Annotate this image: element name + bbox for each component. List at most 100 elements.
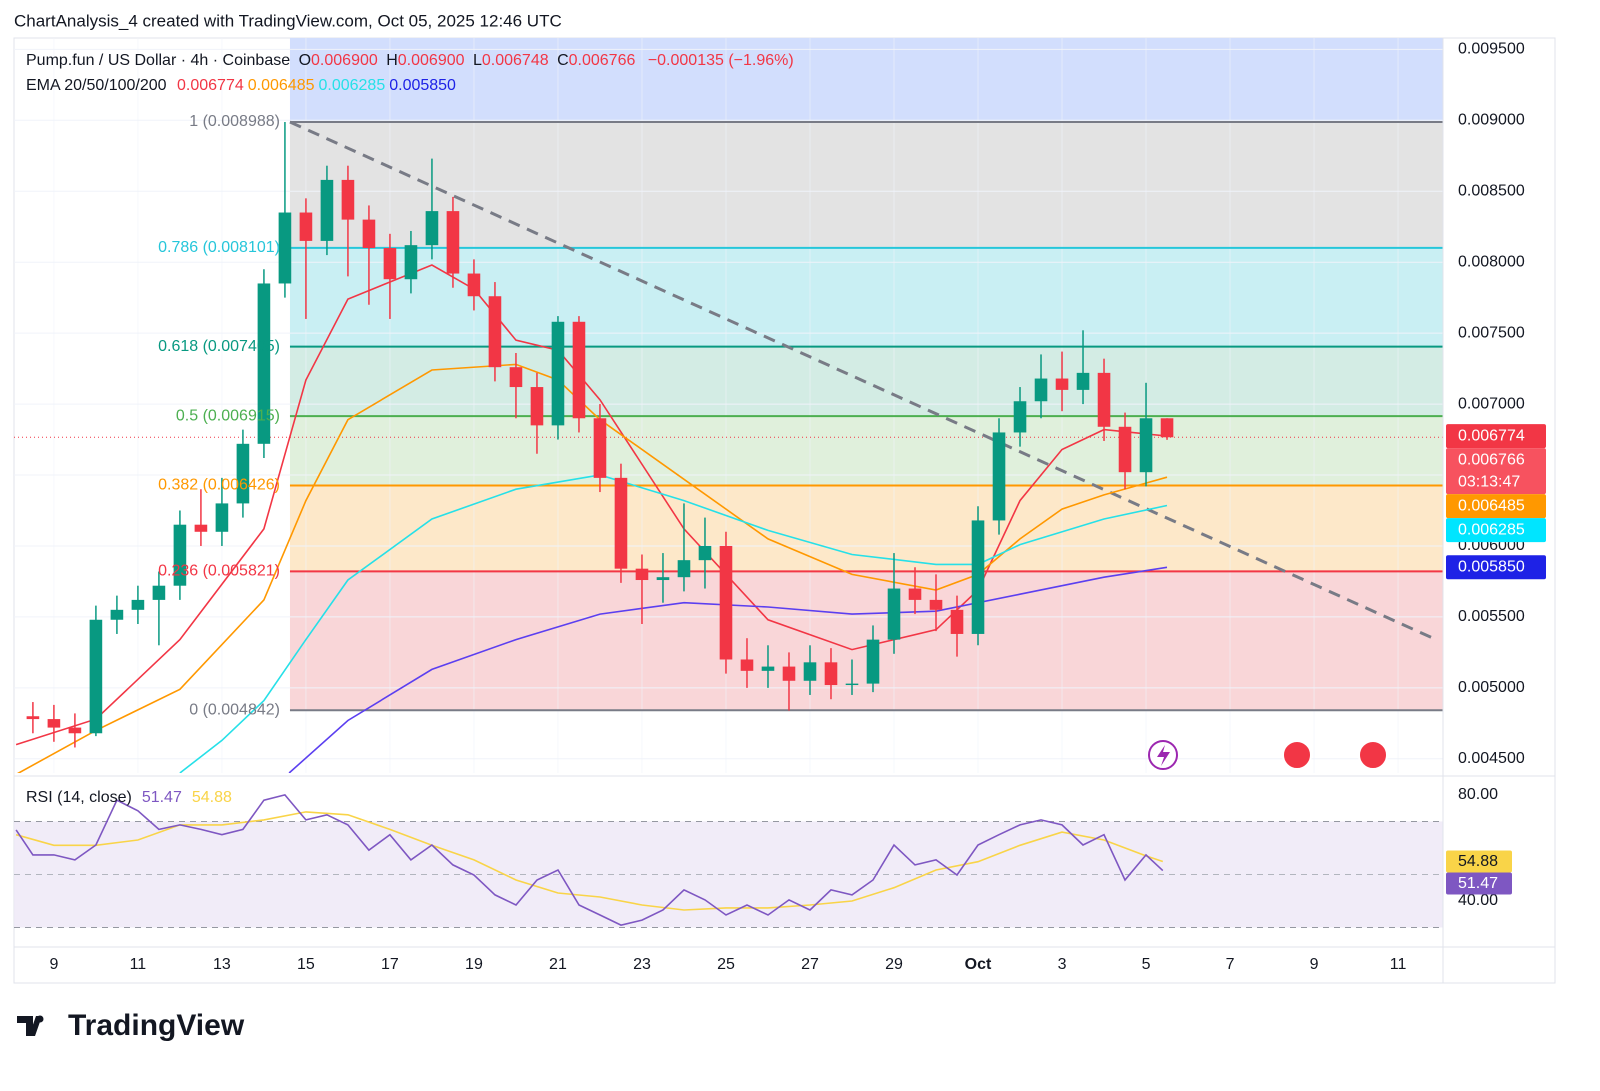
rsi-plot [14, 794, 1443, 929]
fib-label: 0.236 (0.005821) [158, 563, 280, 580]
rsi-badge [1446, 850, 1512, 873]
event-icon[interactable] [1282, 740, 1312, 770]
trendline [289, 120, 1433, 640]
price-pane: 1 (0.008988) 0.786 (0.008101) 0.618 (0.007… [14, 38, 1443, 773]
change: −0.000135 (−1.96%) [648, 52, 794, 69]
candle-body [257, 283, 271, 444]
y-tick-label: 0.009500 [1458, 41, 1525, 58]
x-tick-label: 23 [633, 956, 651, 973]
rsi-pane: RSI (14, close) 51.47 54.88 [14, 789, 1443, 929]
fib-label: 0.5 (0.006915) [176, 407, 280, 424]
symbol: Pump.fun / US Dollar · 4h · Coinbase [26, 52, 290, 69]
y-tick-label: 0.008000 [1458, 253, 1525, 270]
candle-body [467, 273, 481, 297]
candle-body [992, 432, 1006, 521]
candle-body [236, 443, 250, 504]
candle-body [572, 321, 586, 419]
price-badge-label: 0.006485 [1458, 497, 1525, 514]
candle-body [299, 212, 313, 241]
event-icon[interactable] [1358, 740, 1388, 770]
candle-body [908, 588, 922, 600]
fib-band [289, 122, 1443, 248]
candle-body [215, 503, 229, 532]
ema-line [179, 474, 1168, 773]
candle-body [341, 179, 355, 220]
fib-label: 0 (0.004842) [189, 702, 280, 719]
logo-dot [36, 1015, 44, 1023]
y-tick-label: 0.007000 [1458, 395, 1525, 412]
candle-body [614, 477, 628, 569]
candle-body [89, 619, 103, 734]
candle-body [383, 248, 397, 280]
candle-body [887, 588, 901, 640]
candle-body [446, 211, 460, 274]
candle-body [110, 609, 124, 620]
x-tick-label: 17 [381, 956, 399, 973]
ohlc-key: L [473, 52, 482, 69]
x-tick-label: 13 [213, 956, 231, 973]
ema-label: EMA 20/50/100/200 [26, 77, 167, 94]
x-tick-label: 9 [1310, 956, 1319, 973]
price-plot [14, 38, 1443, 773]
x-tick-label: 11 [130, 956, 147, 973]
x-tick-label: 29 [885, 956, 903, 973]
price-badge [1446, 518, 1546, 543]
candle-body [131, 599, 145, 610]
candle-body [68, 727, 82, 734]
x-tick-label: 27 [801, 956, 819, 973]
ema-value: 0.006285 [318, 77, 385, 94]
candle-body [425, 211, 439, 246]
candle-body [740, 659, 754, 671]
rsi-badge-label: 54.88 [1458, 853, 1498, 870]
fib-label: 0.786 (0.008101) [158, 239, 280, 256]
price-badge-label: 0.006774 [1458, 427, 1525, 444]
candle-body [173, 524, 187, 586]
candle-body [26, 716, 40, 720]
price-badge-label: 0.006285 [1458, 521, 1525, 538]
rsi-badge-label: 51.47 [1458, 875, 1498, 892]
rsi-value: 51.47 [142, 789, 182, 806]
ohlc-key: O [299, 52, 311, 69]
candle-body [824, 662, 838, 686]
candle-body [950, 609, 964, 634]
candle-body [929, 599, 943, 610]
ema-value: 0.006485 [248, 77, 315, 94]
price-badge-label: 0.006766 [1458, 451, 1525, 468]
candle-body [803, 662, 817, 681]
rsi-title: RSI (14, close) [26, 789, 132, 806]
y-tick-label: 0.009000 [1458, 112, 1525, 129]
y-tick-label: 80.00 [1458, 786, 1498, 803]
candle-body [362, 219, 376, 248]
candle-body [194, 524, 208, 532]
ohlc-value: 0.006748 [482, 52, 549, 69]
candle-body [698, 545, 712, 561]
symbol-legend: Pump.fun / US Dollar · 4h · Coinbase O 0.… [26, 52, 794, 69]
x-tick-label: 9 [49, 956, 58, 973]
candle-body [719, 545, 733, 660]
rsi-value: 54.88 [192, 789, 232, 806]
price-badge-label: 0.005850 [1458, 558, 1525, 575]
x-tick-label: 25 [717, 956, 735, 973]
candle-body [488, 296, 502, 368]
candle-body [782, 666, 796, 681]
fib-band [289, 247, 1443, 347]
ema-value: 0.005850 [389, 77, 456, 94]
rsi-badge [1446, 872, 1512, 895]
x-tick-label: 7 [1226, 956, 1235, 973]
candle-body [320, 179, 334, 241]
candle-body [656, 577, 670, 581]
rsi-line [15, 794, 1164, 926]
candle-body [635, 568, 649, 581]
candle-body [551, 321, 565, 426]
fib-band [289, 485, 1443, 572]
candle-body [1034, 378, 1048, 402]
candle-body [404, 245, 418, 280]
y-tick-label: 0.008500 [1458, 182, 1525, 199]
candle-body [1097, 372, 1111, 427]
x-tick-label: Oct [965, 956, 992, 973]
x-tick-label: 15 [297, 956, 315, 973]
price-badge [1446, 424, 1546, 449]
fib-band [289, 571, 1443, 711]
y-tick-label: 40.00 [1458, 892, 1498, 909]
